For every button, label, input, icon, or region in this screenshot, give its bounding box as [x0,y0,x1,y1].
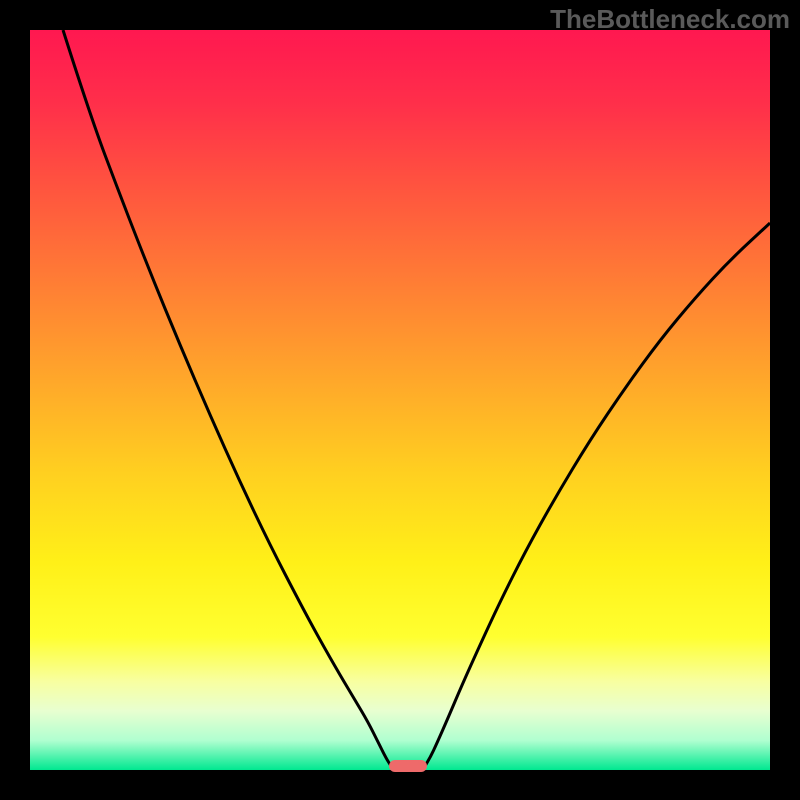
chart-container: TheBottleneck.com [0,0,800,800]
watermark-text: TheBottleneck.com [550,4,790,35]
plot-background [30,30,770,770]
optimal-marker [389,760,427,772]
bottleneck-chart [0,0,800,800]
